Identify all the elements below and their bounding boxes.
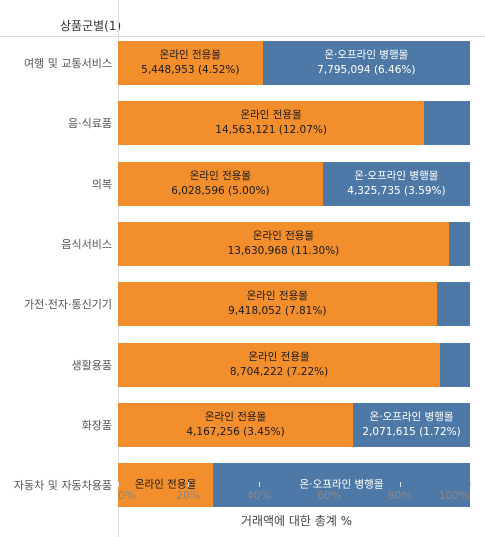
- x-tick-mark: [188, 482, 190, 487]
- x-tick-label: 0%: [118, 489, 136, 502]
- segment-series-label: 온라인 전용몰: [204, 410, 267, 423]
- segment-value-label: 4,325,735 (3.59%): [347, 184, 446, 197]
- header-divider: [0, 36, 485, 37]
- data-label: 온·오프라인 병행몰: [300, 478, 384, 493]
- data-label: 온라인 전용몰 4,167,256 (3.45%): [186, 410, 284, 440]
- segment-series-label: 온라인 전용몰: [240, 109, 302, 122]
- bar-online-offline[interactable]: [353, 402, 470, 447]
- bar-online-offline[interactable]: [213, 463, 470, 508]
- x-tick-label: 60%: [316, 489, 342, 502]
- axis-divider: [118, 0, 119, 537]
- data-label: 온라인 전용몰 14,563,121 (12.07%): [215, 108, 327, 138]
- x-tick-label: 20%: [176, 489, 201, 502]
- segment-series-label: 온·오프라인 병행몰: [369, 410, 454, 423]
- category-label: 화장품: [81, 418, 112, 432]
- category-label: 생활용품: [71, 358, 112, 372]
- bar-online-offline[interactable]: [440, 342, 470, 387]
- bar-online-only[interactable]: [118, 342, 441, 387]
- bar-online-only[interactable]: [118, 161, 323, 206]
- bar-online-only[interactable]: [118, 221, 449, 266]
- segment-series-label: 온라인 전용몰: [252, 229, 315, 242]
- bar-online-offline[interactable]: [322, 161, 470, 206]
- segment-series-label: 온라인 전용몰: [248, 350, 310, 363]
- bar-online-only[interactable]: [118, 282, 437, 327]
- x-axis-label: 거래액에 대한 총계 %: [240, 514, 353, 528]
- segment-series-label: 온라인 전용몰: [246, 290, 308, 303]
- segment-value-label: 7,795,094 (6.46%): [317, 64, 416, 76]
- bar-online-only[interactable]: [118, 463, 214, 508]
- category-label: 음식서비스: [61, 237, 112, 251]
- data-label: 온라인 전용몰 8,704,222 (7.22%): [230, 350, 328, 380]
- segment-value-label: 9,418,052 (7.81%): [228, 305, 327, 318]
- x-tick-mark: [329, 482, 331, 487]
- x-tick-mark: [399, 482, 401, 487]
- category-label: 여행 및 교통서비스: [24, 57, 112, 70]
- bar-online-only[interactable]: [118, 402, 354, 447]
- segment-value-label: 8,704,222 (7.22%): [229, 365, 329, 378]
- x-tick-label: 100%: [438, 489, 470, 502]
- segment-series-label: 온·오프라인 병행몰: [299, 478, 384, 491]
- x-tick-mark: [258, 482, 260, 487]
- bar-online-only[interactable]: [118, 41, 263, 85]
- data-label: 온라인 전용몰 13,630,968 (11.30%): [228, 229, 340, 259]
- category-label: 가전·전자·통신기기: [24, 298, 112, 312]
- bar-online-offline[interactable]: [436, 282, 470, 327]
- segment-series-label: 온·오프라인 병행몰: [324, 49, 409, 61]
- bar-online-offline[interactable]: [424, 101, 470, 146]
- data-label: 온·오프라인 병행몰 4,325,735 (3.59%): [347, 169, 445, 199]
- segment-series-label: 온·오프라인 병행몰: [354, 169, 439, 182]
- x-tick-label: 80%: [387, 489, 412, 502]
- data-label: 온라인 전용몰: [135, 478, 196, 493]
- x-tick-mark: [470, 482, 471, 487]
- segment-value-label: 13,630,968 (11.30%): [227, 244, 340, 257]
- bar-online-only[interactable]: [118, 101, 425, 146]
- segment-value-label: 2,071,615 (1.72%): [362, 425, 461, 438]
- segment-value-label: 14,563,121 (12.07%): [215, 124, 327, 137]
- segment-series-label: 온라인 전용몰: [134, 478, 197, 491]
- bar-online-offline[interactable]: [448, 221, 470, 266]
- segment-series-label: 온라인 전용몰: [159, 49, 221, 61]
- data-label: 온라인 전용몰 6,028,596 (5.00%): [171, 169, 269, 199]
- category-header: 상품군별(1): [60, 19, 122, 33]
- segment-value-label: 4,167,256 (3.45%): [186, 425, 285, 438]
- data-label: 온라인 전용몰 5,448,953 (4.52%): [141, 48, 239, 78]
- category-label: 자동차 및 자동차용품: [13, 479, 112, 493]
- data-label: 온라인 전용몰 9,418,052 (7.81%): [228, 289, 326, 319]
- x-tick-label: 40%: [246, 489, 272, 502]
- category-label: 음·식료품: [68, 117, 112, 131]
- bar-online-offline[interactable]: [262, 41, 470, 85]
- segment-value-label: 5,448,953 (4.52%): [141, 64, 240, 76]
- segment-value-label: 6,028,596 (5.00%): [171, 184, 270, 197]
- segment-series-label: 온라인 전용몰: [189, 169, 252, 182]
- data-label: 온·오프라인 병행몰 7,795,094 (6.46%): [317, 48, 415, 78]
- x-tick-mark: [118, 482, 119, 487]
- data-label: 온·오프라인 병행몰 2,071,615 (1.72%): [362, 410, 460, 440]
- category-label: 의복: [91, 177, 112, 191]
